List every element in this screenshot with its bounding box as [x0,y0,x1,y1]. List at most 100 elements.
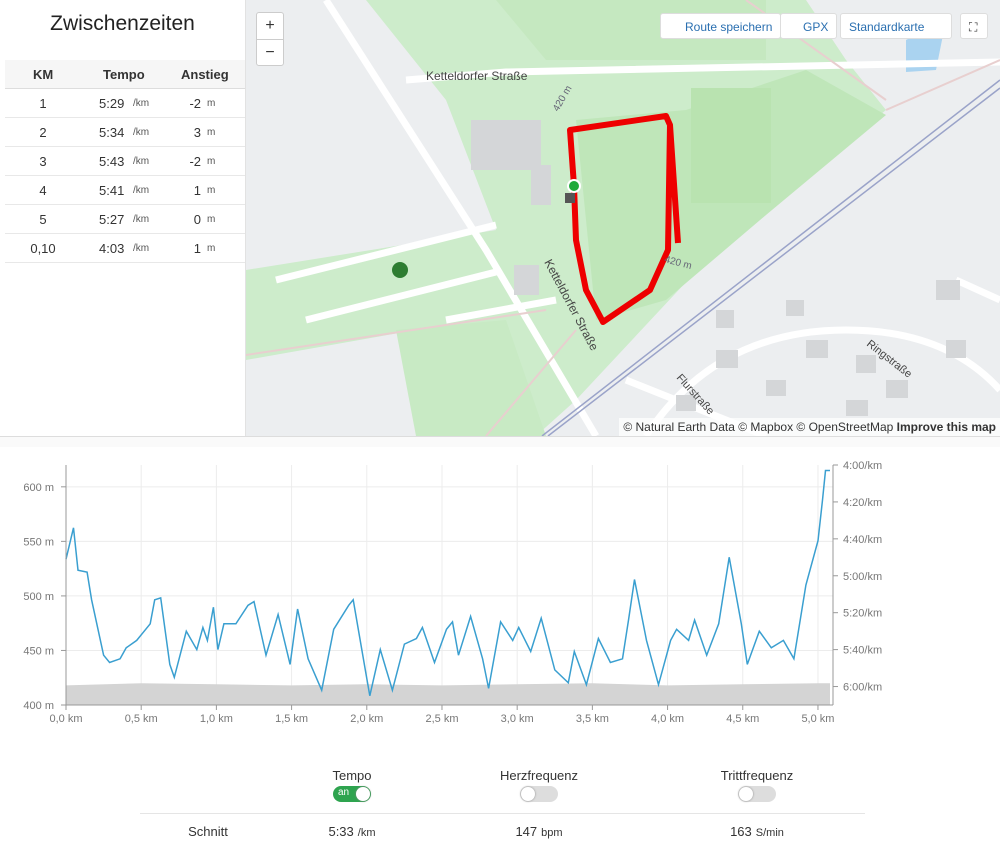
elevation-area [66,683,830,705]
x-tick-label: 1,0 km [200,713,233,725]
gpx-button[interactable]: GPX [780,13,838,39]
split-climb: -2 [189,154,201,169]
y2-tick-label: 4:00/km [843,460,882,472]
split-km: 5 [39,212,47,227]
y2-tick-label: 4:20/km [843,497,882,509]
map-style-button[interactable]: Standardkarte [840,13,952,39]
split-tempo: 4:03 [99,241,125,256]
toggle-switch[interactable]: an [333,786,371,802]
toggle-label: Tempo [332,768,372,783]
split-climb: 3 [193,125,201,140]
zoom-out[interactable]: − [265,44,275,61]
split-climb-unit: m [207,185,216,196]
start-marker [567,179,581,193]
x-tick-label: 0,0 km [49,713,82,725]
split-km: 4 [39,183,47,198]
splits-header: KM Tempo Anstieg [5,60,245,89]
y2-tick-label: 6:00/km [843,682,882,694]
split-row: 0,10 4:03/km 1 m [5,233,245,263]
toggle-knob [739,787,753,801]
summary-unit: bpm [541,827,563,839]
divider[interactable] [0,436,1000,447]
split-row: 1 5:29/km -2 m [5,88,245,118]
split-row: 2 5:34/km 3 m [5,117,245,147]
x-tick-label: 4,5 km [726,713,759,725]
split-tempo: 5:29 [99,96,125,111]
y-tick-label: 500 m [23,591,54,603]
zoom-in[interactable]: + [257,13,283,40]
split-row: 3 5:43/km -2 m [5,146,245,176]
toggle-state: an [338,787,350,798]
toggle-knob [521,787,535,801]
y-tick-label: 400 m [23,700,54,712]
summary-value: 5:33 [328,824,354,839]
splits-title: Zwischenzeiten [50,12,195,35]
railway [541,79,1000,436]
x-tick-label: 3,0 km [501,713,534,725]
split-climb-unit: m [207,243,216,254]
fullscreen-button[interactable]: ⛶ [960,13,988,39]
split-tempo-unit: /km [133,185,150,196]
summary-label: Schnitt [188,824,228,839]
x-tick-label: 1,5 km [275,713,308,725]
split-tempo: 5:27 [99,212,125,227]
x-tick-label: 3,5 km [576,713,609,725]
header-climb: Anstieg [181,67,229,82]
chart: 0,0 km 0,5 km 1,0 km 1,5 km 2,0 km 2,5 km 3,0 … [23,460,882,725]
toggle-knob [356,787,370,801]
wood [396,320,546,436]
summary-item: 147 bpm [459,824,619,839]
route [567,113,681,325]
map[interactable]: Ketteldorfer Straße Ketteldorfer Straße … [246,0,1000,436]
split-climb-unit: m [207,98,216,109]
improve-link[interactable]: Improve this map [896,420,996,434]
summary-item: 163 S/min [677,824,837,839]
split-row: 4 5:41/km 1 m [5,175,245,205]
split-tempo-unit: /km [133,127,150,138]
toggle-label: Herzfrequenz [499,768,579,783]
field [691,88,771,203]
split-km: 2 [39,125,47,140]
x-tick-label: 4,0 km [651,713,684,725]
park-icon [392,262,408,278]
y2-tick-label: 5:40/km [843,645,882,657]
y-tick-label: 450 m [23,645,54,657]
split-climb-unit: m [207,156,216,167]
x-tick-label: 0,5 km [125,713,158,725]
y2-tick-label: 5:00/km [843,571,882,583]
split-km: 3 [39,154,47,169]
summary-value: 163 [730,824,752,839]
summary-item: 5:33/km [272,824,432,839]
header-km: KM [33,67,54,82]
toggle-switch[interactable] [738,786,776,802]
split-row: 5 5:27/km 0 m [5,204,245,234]
map-canvas: Ketteldorfer Straße Ketteldorfer Straße … [246,0,1000,436]
buildings [471,120,966,416]
separator [140,813,865,814]
split-tempo-unit: /km [133,156,150,167]
split-climb: 0 [193,212,201,227]
split-tempo-unit: /km [133,214,150,225]
toggle-switch[interactable] [520,786,558,802]
split-tempo-unit: /km [133,98,150,109]
split-climb-unit: m [207,214,216,225]
finish-marker [565,193,575,203]
y2-tick-label: 5:20/km [843,608,882,620]
summary-unit: /km [357,827,376,839]
street-label: Ketteldorfer Straße [426,69,528,83]
split-tempo-unit: /km [133,243,150,254]
pace-line [65,469,830,696]
summary-unit: S/min [755,827,784,839]
split-climb: 1 [193,241,201,256]
y-tick-label: 600 m [23,482,54,494]
x-tick-label: 5,0 km [801,713,834,725]
header-tempo: Tempo [103,67,145,82]
x-tick-label: 2,0 km [350,713,383,725]
split-tempo: 5:43 [99,154,125,169]
split-tempo: 5:34 [99,125,125,140]
zoom-control: + − [256,12,284,66]
save-route-button[interactable]: Route speichern [660,13,782,39]
split-km: 1 [39,96,47,111]
x-tick-label: 2,5 km [425,713,458,725]
